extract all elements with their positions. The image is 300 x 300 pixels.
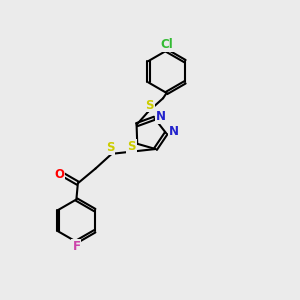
Text: S: S — [146, 98, 154, 112]
Text: O: O — [54, 168, 64, 181]
Text: F: F — [72, 240, 80, 253]
Text: S: S — [127, 140, 136, 153]
Text: S: S — [106, 141, 115, 154]
Text: N: N — [169, 125, 178, 138]
Text: Cl: Cl — [160, 38, 173, 51]
Text: N: N — [156, 110, 166, 123]
